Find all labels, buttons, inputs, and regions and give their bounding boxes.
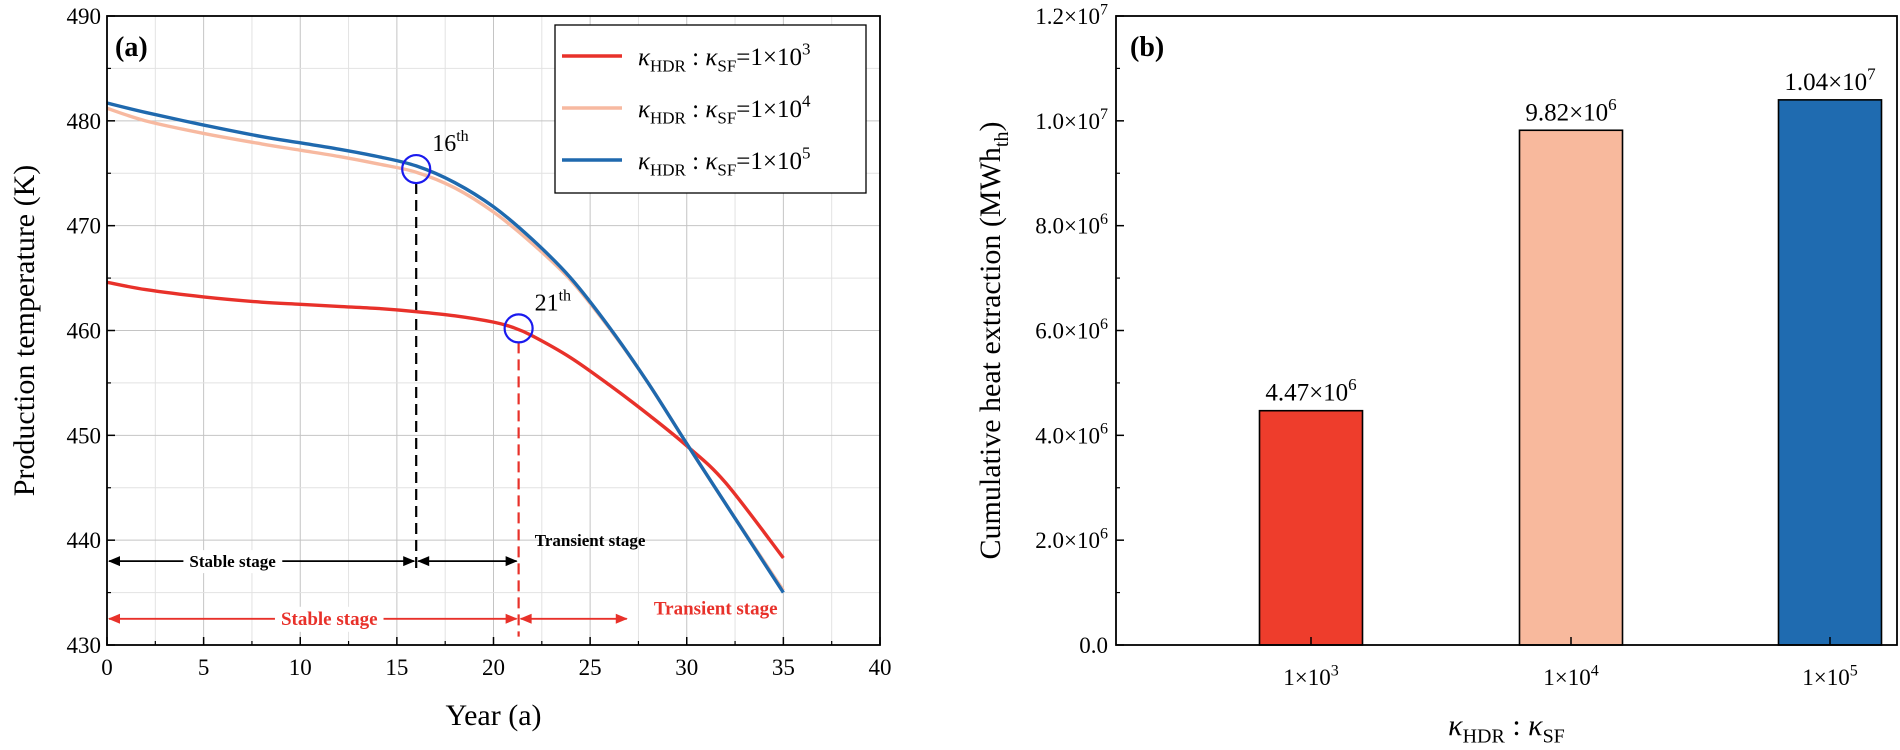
bar-2 — [1518, 129, 1624, 646]
x-axis-label: Year (a) — [445, 699, 541, 732]
x-tick-label: 1×103 — [1283, 662, 1338, 690]
y-tick-label: 2.0×106 — [1035, 526, 1108, 554]
annotation-circle — [401, 153, 432, 185]
stage-arrow-head-right — [615, 613, 628, 624]
stage-label-backing — [274, 606, 384, 632]
y-tick-label: 480 — [67, 109, 102, 134]
plot-frame-a — [106, 15, 881, 646]
y-tick-label: 440 — [67, 528, 102, 553]
series-line-1 — [107, 280, 785, 560]
x-tick-label: 1×105 — [1802, 662, 1857, 690]
panel-tag-b: (b) — [1130, 32, 1164, 63]
y-axis-label: Production temperature (K) — [8, 165, 41, 497]
y-tick-label: 1.2×107 — [1035, 1, 1108, 29]
y-tick-label: 0.0 — [1079, 633, 1108, 658]
panel-b: 0.0 2.0×106 4.0×106 6.0×106 8.0×106 1.0×107 1.… — [974, 1, 1898, 748]
panel-a: 0 5 10 15 20 25 30 35 40 430 440 450 460 470 480 490 Yea… — [8, 4, 892, 732]
y-tick-label: 6.0×106 — [1035, 316, 1108, 344]
y-tick-label: 1.0×107 — [1035, 106, 1108, 134]
bar-data-label: 1.04×107 — [1784, 64, 1876, 96]
y-tick-label: 430 — [67, 633, 102, 658]
stage-arrow-head-left — [519, 613, 532, 624]
stage-arrow-head-right — [403, 556, 416, 567]
annotation-label: 21th — [535, 287, 571, 316]
y-tick-label: 450 — [67, 423, 102, 448]
y-tick-label: 470 — [67, 214, 102, 239]
x-tick-label: 25 — [579, 655, 602, 680]
stage-label: Transient stage — [654, 598, 778, 619]
x-tick-label: 5 — [198, 655, 210, 680]
x-tick-label: 0 — [101, 655, 113, 680]
bar-3 — [1777, 99, 1883, 646]
bar-data-label: 9.82×106 — [1525, 95, 1616, 127]
x-tick-label: 35 — [772, 655, 795, 680]
stage-arrow-head-left — [108, 613, 120, 624]
legend-label: κHDR : κSF=1×105 — [638, 144, 810, 180]
legend-label: κHDR : κSF=1×104 — [638, 92, 811, 128]
y-tick-label: 4.0×106 — [1035, 421, 1108, 449]
stage-label: Stable stage — [281, 609, 378, 630]
annotation-label: 16th — [432, 128, 468, 157]
x-tick-label: 15 — [385, 655, 408, 680]
x-tick-label: 40 — [869, 655, 892, 680]
x-tick-label: 20 — [482, 655, 505, 680]
y-axis-label: Cumulative heat extraction (MWhth) — [974, 122, 1013, 560]
series-line-3 — [107, 101, 785, 594]
y-tick-label: 490 — [67, 4, 102, 29]
stage-arrow-head-right — [505, 556, 518, 567]
x-axis-label: κHDR : κSF — [1448, 709, 1565, 748]
stage-arrow-head-right — [505, 613, 518, 624]
stage-label: Stable stage — [189, 552, 276, 571]
y-tick-label: 460 — [67, 319, 102, 344]
x-tick-label: 1×104 — [1543, 662, 1598, 690]
stage-label: Transient stage — [535, 531, 646, 550]
bar-data-label: 4.47×106 — [1265, 375, 1356, 407]
stage-arrow-head-left — [417, 556, 430, 567]
stage-label-backing — [183, 550, 283, 574]
x-tick-label: 10 — [289, 655, 312, 680]
legend: κHDR : κSF=1×103 κHDR : κSF=1×104 κHDR : κ… — [554, 24, 867, 194]
plot-frame-b — [1115, 15, 1898, 646]
legend-label: κHDR : κSF=1×103 — [638, 40, 810, 76]
panel-tag-a: (a) — [115, 32, 148, 63]
stage-arrow-head-left — [108, 556, 120, 567]
annotation-circle — [503, 313, 534, 344]
bar-1 — [1258, 409, 1364, 646]
x-tick-label: 30 — [675, 655, 698, 680]
y-tick-label: 8.0×106 — [1035, 211, 1108, 239]
